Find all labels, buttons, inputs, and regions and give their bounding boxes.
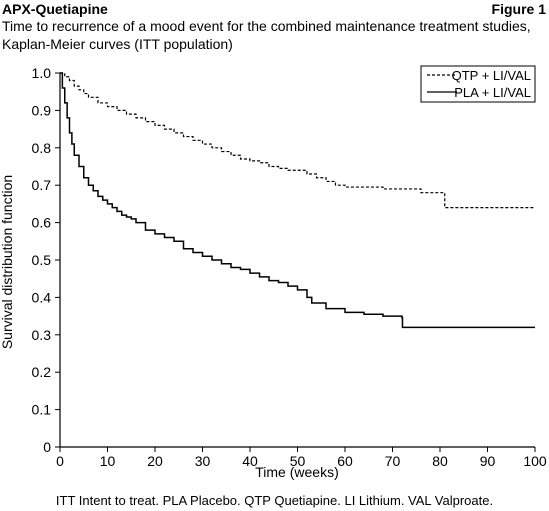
x-tick-label: 60 xyxy=(337,453,353,469)
x-tick-label: 80 xyxy=(432,453,448,469)
legend-box xyxy=(420,65,536,103)
y-tick-label: 1.0 xyxy=(32,65,52,81)
y-tick-label: 0.2 xyxy=(32,364,52,380)
y-tick-label: 0.6 xyxy=(32,215,52,231)
footnote: ITT Intent to treat. PLA Placebo. QTP Qu… xyxy=(55,493,494,508)
figure-label: Figure 1 xyxy=(491,1,546,17)
series-line-1 xyxy=(60,72,535,209)
x-tick-label: 70 xyxy=(385,453,401,469)
series-line-2 xyxy=(60,72,535,329)
legend-label: PLA + LI/VAL xyxy=(454,85,531,100)
y-tick-label: 0.4 xyxy=(32,289,52,305)
x-tick-label: 90 xyxy=(480,453,496,469)
x-tick-label: 50 xyxy=(290,453,306,469)
y-tick-label: 0.1 xyxy=(32,402,52,418)
x-tick-label: 0 xyxy=(56,453,64,469)
y-tick-label: 0.9 xyxy=(32,102,52,118)
chart-legend: QTP + LI/VAL PLA + LI/VAL xyxy=(420,65,536,103)
report-title: APX-Quetiapine xyxy=(2,1,108,17)
chart-axes: 0 10 20 30 40 50 60 70 80 90 100 0 0.1 0.2 0.3 0.4 0.5 0.… xyxy=(32,65,547,469)
y-tick-label: 0.7 xyxy=(32,177,52,193)
x-tick-label: 10 xyxy=(100,453,116,469)
y-tick-label: 0.8 xyxy=(32,140,52,156)
x-tick-label: 100 xyxy=(523,453,547,469)
x-axis-label: Time (weeks) xyxy=(255,464,339,480)
x-tick-label: 20 xyxy=(147,453,163,469)
x-tick-label: 40 xyxy=(242,453,258,469)
chart-series xyxy=(60,72,535,329)
y-axis-label: Survival distribution function xyxy=(0,175,15,349)
x-tick-label: 30 xyxy=(195,453,211,469)
y-tick-label: 0.5 xyxy=(32,252,52,268)
y-tick-label: 0 xyxy=(43,439,51,455)
chart-subtitle-line1: Time to recurrence of a mood event for t… xyxy=(2,18,531,34)
y-tick-label: 0.3 xyxy=(32,327,52,343)
legend-label: QTP + LI/VAL xyxy=(452,68,531,83)
chart-subtitle-line2: Kaplan-Meier curves (ITT population) xyxy=(2,36,233,52)
